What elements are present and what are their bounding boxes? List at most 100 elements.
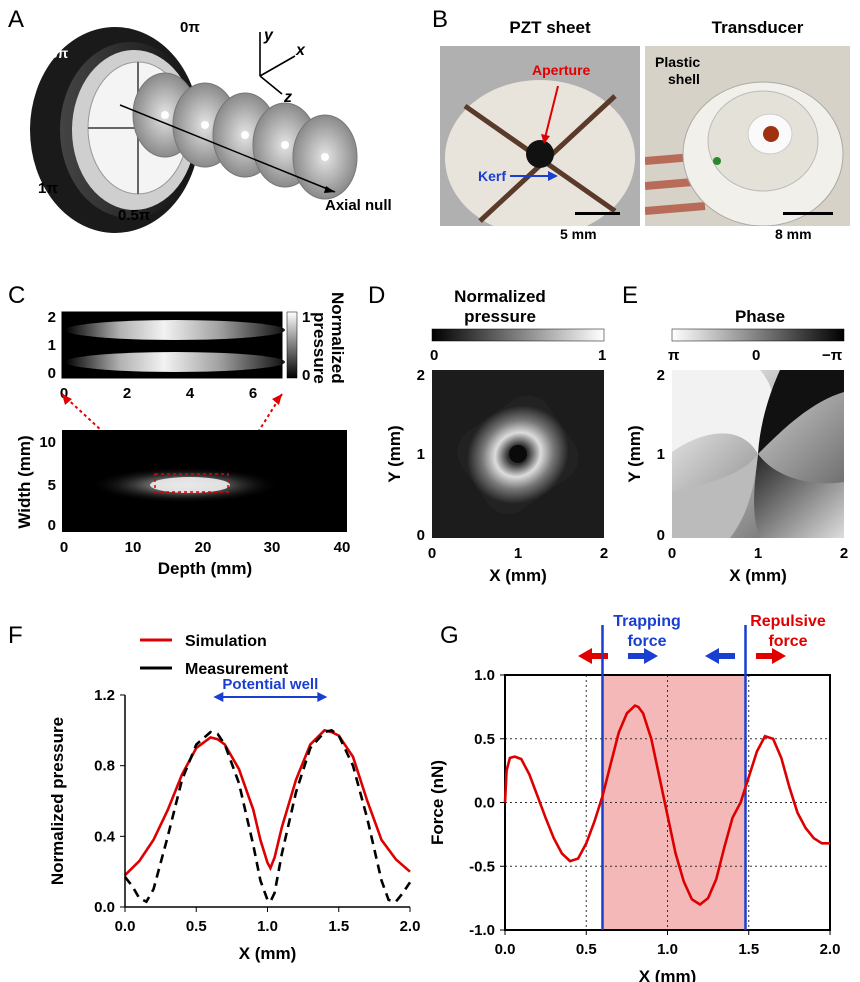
- phase-0-5-label: 0.5π: [118, 207, 151, 224]
- potential-well-label: Potential well: [222, 676, 318, 693]
- trapping-label-2: force: [627, 633, 666, 650]
- pzt-sheet-title: PZT sheet: [509, 18, 591, 37]
- e-cbar-mid: 0: [752, 347, 760, 364]
- f-xlabel: X (mm): [239, 944, 297, 963]
- phase-1-label: 1π: [38, 180, 58, 197]
- d-xtick: 0: [428, 545, 436, 562]
- d-cbar-right: 1: [598, 347, 606, 364]
- panel-c-letter: C: [8, 282, 26, 309]
- d-ytick: 2: [417, 367, 425, 384]
- c-top-ytick: 1: [48, 337, 56, 354]
- c-bot-xtick: 20: [195, 539, 212, 556]
- panel-a-letter: A: [8, 6, 25, 33]
- transducer-title: Transducer: [711, 18, 804, 37]
- aperture-label: Aperture: [532, 62, 591, 78]
- phase-1-5-label: 1.5π: [38, 45, 68, 61]
- d-ylabel: Y (mm): [385, 425, 404, 482]
- plastic-label: Plastic: [655, 54, 701, 70]
- c-ylabel: Width (mm): [15, 435, 34, 528]
- legend-measurement-label: Measurement: [185, 661, 289, 678]
- kerf-label: Kerf: [478, 168, 507, 184]
- d-xlabel: X (mm): [489, 566, 547, 585]
- y-tick-label: 1.0: [474, 667, 495, 684]
- scale-right-label: 8 mm: [775, 226, 812, 242]
- vortex-transducer-illustration: 0π 1.5π 1π 0.5π Axial null y x z: [30, 19, 392, 233]
- axes-triad: [259, 32, 296, 95]
- d-title-1: Normalized: [454, 287, 546, 306]
- repulsive-label-2: force: [768, 633, 807, 650]
- y-tick-label: -1.0: [469, 922, 495, 939]
- arrow-left-red-icon: [578, 648, 608, 664]
- panel-d-pressure-map: Normalized pressure 0 1 2 1 0 0 1 2 X (m…: [385, 287, 608, 585]
- y-tick-label: -0.5: [469, 858, 495, 875]
- y-tick-label: 0.0: [94, 899, 115, 916]
- y-tick-label: 0.4: [94, 828, 116, 845]
- y-tick-label: 0.8: [94, 758, 115, 775]
- y-tick-label: 0.5: [474, 731, 495, 748]
- legend-simulation-label: Simulation: [185, 633, 267, 650]
- potential-well-arrow: [213, 692, 328, 702]
- trapping-label-1: Trapping: [613, 613, 681, 630]
- c-cbar-top: 1: [302, 309, 310, 326]
- c-bot-xtick: 10: [125, 539, 142, 556]
- trapping-region: [602, 675, 746, 930]
- e-xtick: 2: [840, 545, 848, 562]
- x-tick-label: 2.0: [820, 941, 841, 958]
- c-top-ytick: 2: [48, 309, 56, 326]
- panel-g-letter: G: [440, 622, 459, 649]
- axial-null-label: Axial null: [325, 197, 392, 214]
- e-ytick: 2: [657, 367, 665, 384]
- series-line-measurement: [123, 728, 412, 904]
- arrow-left-blue-icon: [705, 648, 735, 664]
- panel-f-letter: F: [8, 622, 23, 649]
- axis-y-label: y: [263, 27, 274, 44]
- c-top-ytick: 0: [48, 365, 56, 382]
- series-line-force: [503, 704, 830, 907]
- c-bot-xtick: 30: [264, 539, 281, 556]
- c-bot-ytick: 5: [48, 477, 56, 494]
- e-cbar-left: π: [668, 347, 680, 364]
- panel-e-letter: E: [622, 282, 639, 309]
- c-cbar-title-2: pressure: [310, 312, 329, 384]
- arrow-right-blue-icon: [628, 648, 658, 664]
- g-ylabel: Force (nN): [430, 760, 447, 845]
- panel-f-pressure-profile-chart: Simulation Measurement Potential well 0.…: [48, 633, 421, 963]
- panel-d-letter: D: [368, 282, 386, 309]
- x-tick-label: 2.0: [400, 918, 421, 935]
- c-cbar-title-1: Normalized: [328, 292, 347, 384]
- d-ytick: 0: [417, 527, 425, 544]
- x-tick-label: 0.0: [495, 941, 516, 958]
- e-ytick: 1: [657, 446, 665, 463]
- e-ytick: 0: [657, 527, 665, 544]
- panel-c-pressure-maps: 1 0 Normalized pressure 2 1 0 0 2 4 6 10…: [15, 292, 351, 578]
- scale-bar-right: [783, 212, 833, 215]
- c-bot-xtick: 40: [334, 539, 351, 556]
- axial-null-line: [119, 104, 336, 193]
- e-xtick: 0: [668, 545, 676, 562]
- axis-z-label: z: [283, 89, 292, 106]
- e-cbar-right: −π: [822, 347, 843, 364]
- phase-0-label: 0π: [180, 19, 200, 36]
- panel-e-phase-map: Phase π 0 −π 2 1 0 0 1 2 X (mm) Y (mm): [625, 307, 848, 585]
- shell-label: shell: [668, 71, 700, 87]
- transducer-photo: [645, 46, 850, 226]
- d-xtick: 1: [514, 545, 522, 562]
- panel-b-letter: B: [432, 6, 449, 33]
- force-direction-arrows: [578, 648, 786, 664]
- c-bot-ytick: 0: [48, 517, 56, 534]
- d-title-2: pressure: [464, 307, 536, 326]
- x-tick-label: 1.5: [738, 941, 759, 958]
- d-xtick: 2: [600, 545, 608, 562]
- series-line-simulation: [124, 728, 411, 877]
- c-xlabel: Depth (mm): [158, 559, 252, 578]
- g-xlabel: X (mm): [639, 967, 697, 982]
- scale-left-label: 5 mm: [560, 226, 597, 242]
- e-xtick: 1: [754, 545, 762, 562]
- repulsive-label-1: Repulsive: [750, 613, 826, 630]
- c-top-xtick: 6: [249, 385, 257, 402]
- x-tick-label: 1.0: [257, 918, 278, 935]
- c-cbar-bottom: 0: [302, 367, 310, 384]
- c-top-xtick: 4: [186, 385, 195, 402]
- x-tick-label: 1.5: [328, 918, 349, 935]
- f-axes: [124, 695, 410, 908]
